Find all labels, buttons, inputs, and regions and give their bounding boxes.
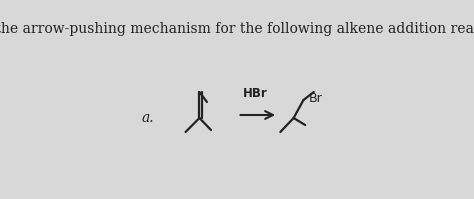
Text: Draw the arrow-pushing mechanism for the following alkene addition reactions.: Draw the arrow-pushing mechanism for the… (0, 22, 474, 36)
Text: HBr: HBr (243, 87, 267, 100)
Text: a.: a. (141, 111, 154, 125)
Text: Br: Br (309, 92, 323, 104)
